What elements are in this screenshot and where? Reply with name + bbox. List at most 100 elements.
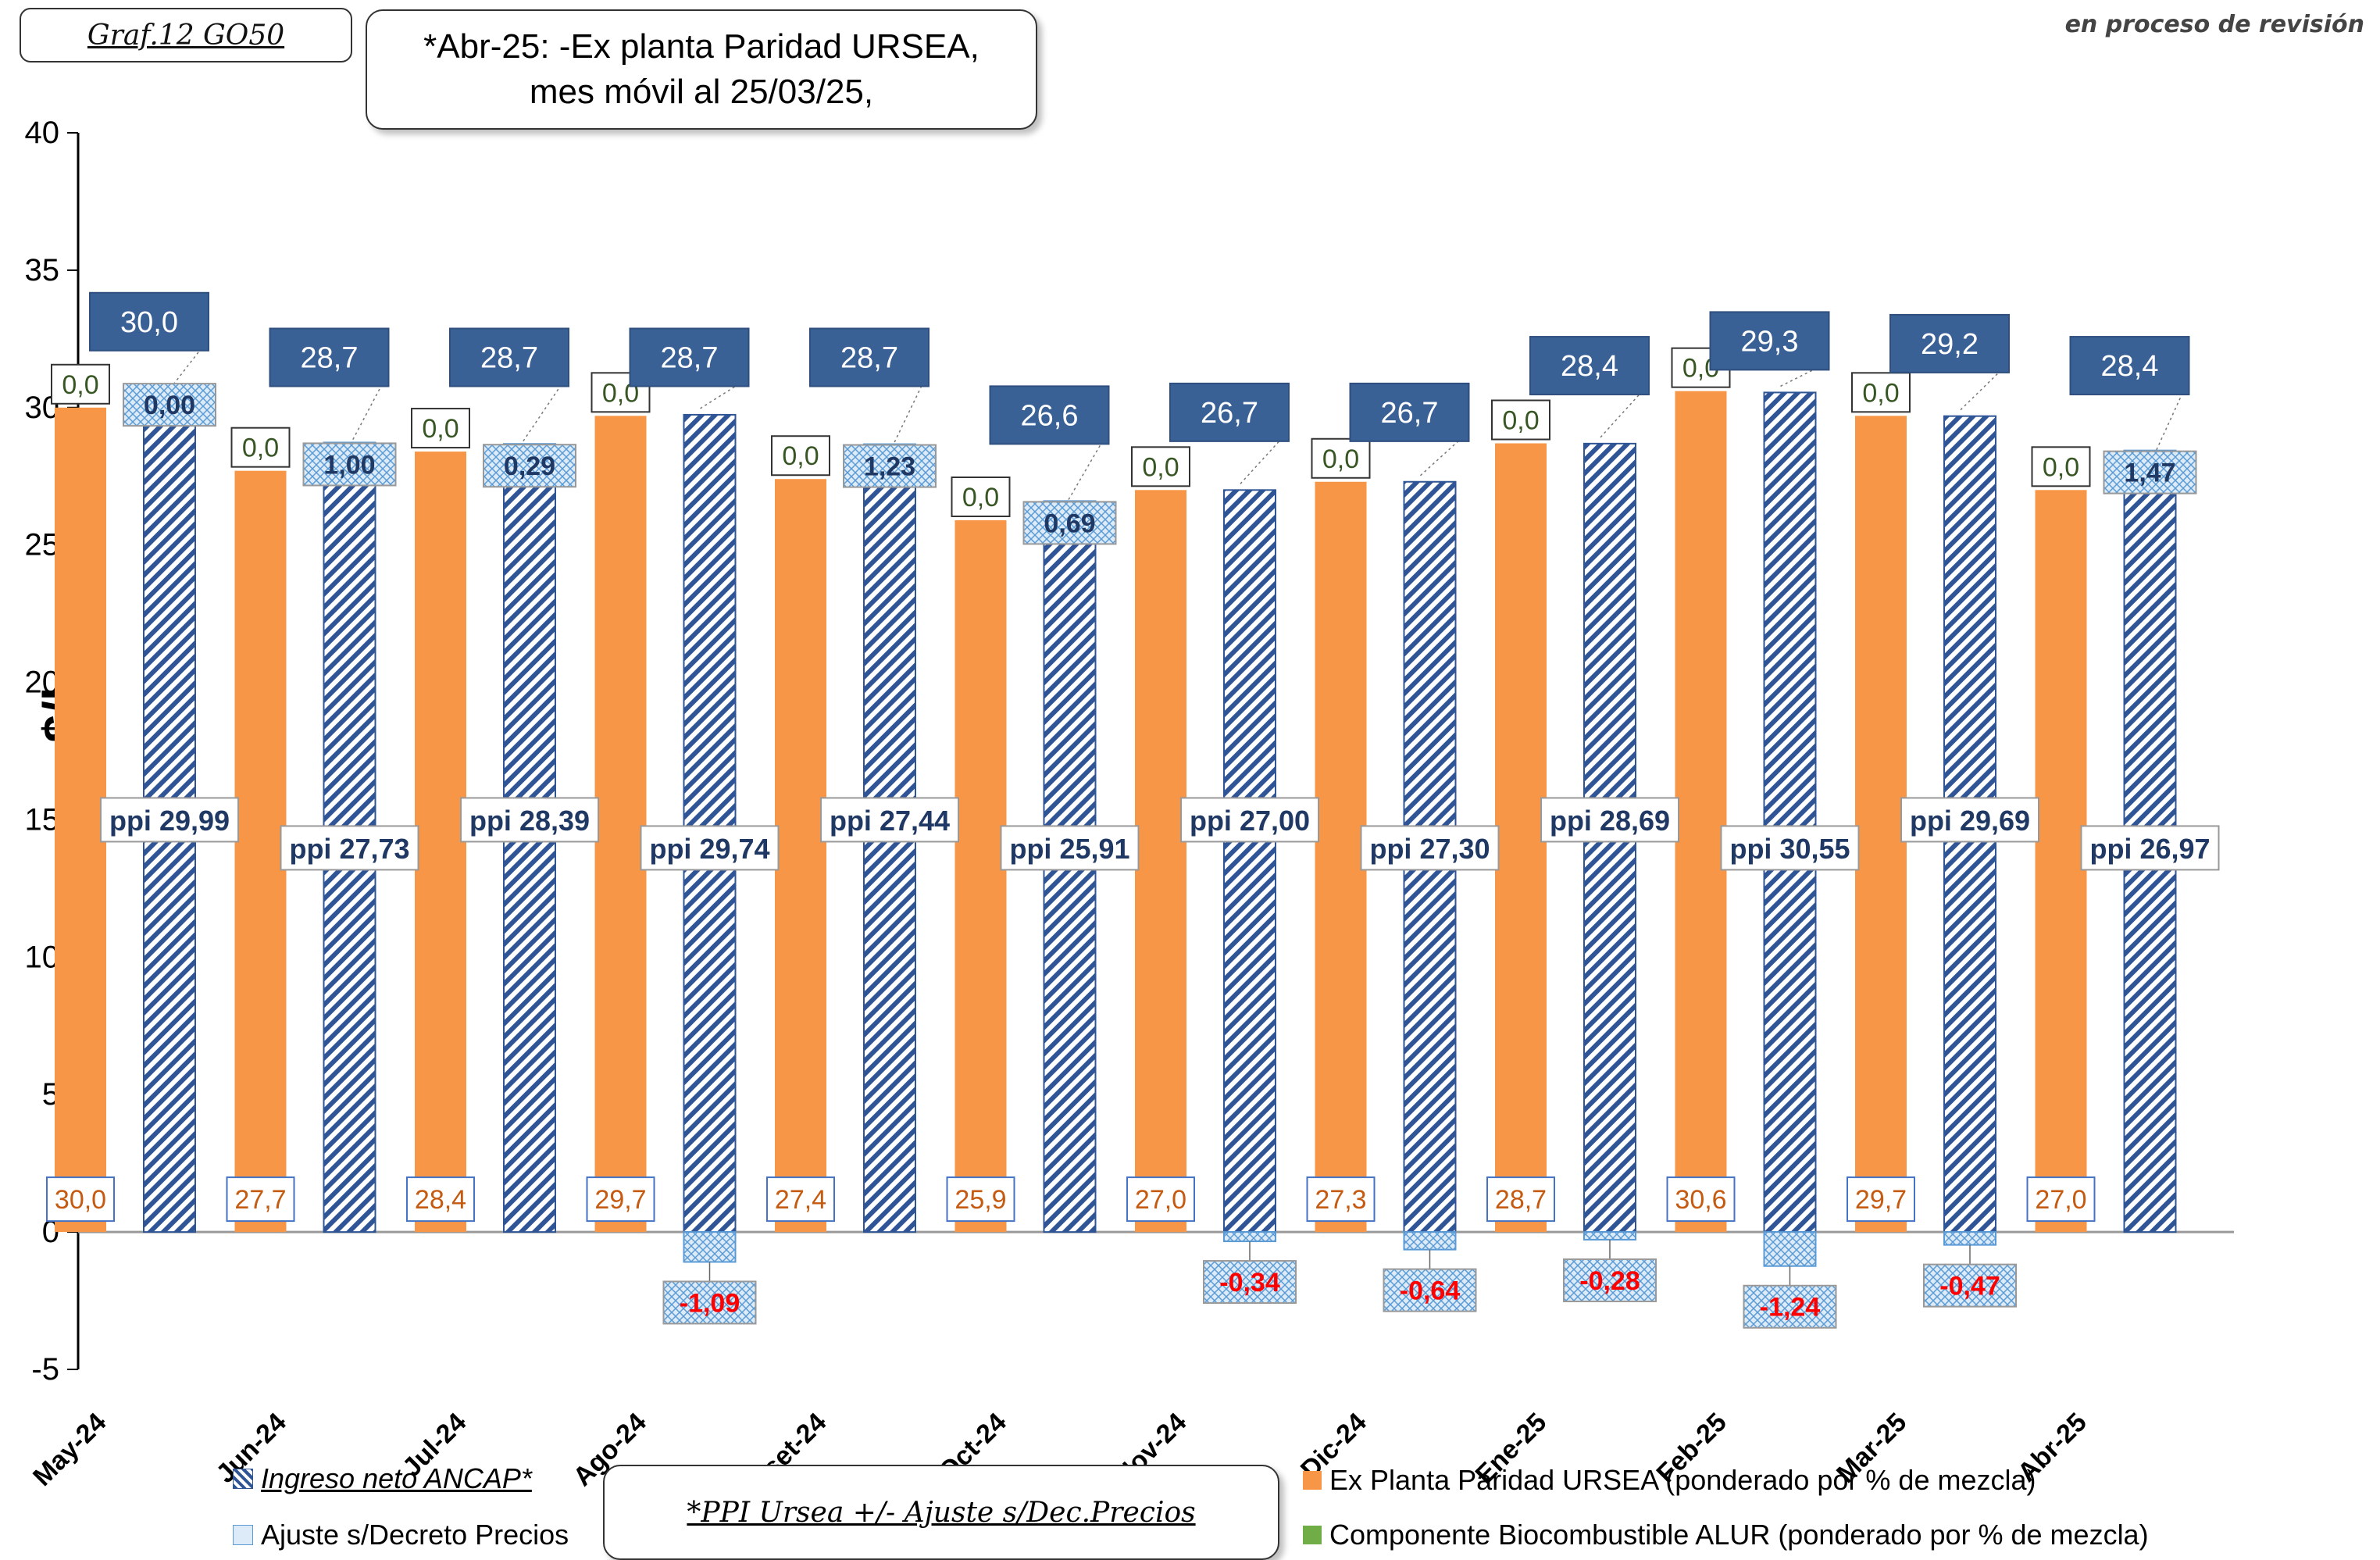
svg-text:0,0: 0,0: [1502, 406, 1539, 436]
ingreso-ppi-label: ppi 28,69: [1540, 797, 1679, 843]
svg-text:29,7: 29,7: [1855, 1185, 1907, 1215]
svg-text:ppi 30,55: ppi 30,55: [1729, 833, 1850, 865]
y-tick-label: 15: [25, 802, 60, 837]
y-tick-label: -5: [31, 1352, 59, 1387]
x-tick-label: May-24: [27, 1408, 112, 1492]
ajuste-value-label: -0,34: [1203, 1260, 1297, 1305]
methodology-note-line2: mes móvil al 25/03/25,: [529, 73, 874, 111]
revision-status-note: en proceso de revisión: [2064, 11, 2364, 38]
svg-text:28,7: 28,7: [661, 342, 719, 375]
svg-text:1,23: 1,23: [864, 452, 915, 482]
svg-text:ppi 29,99: ppi 29,99: [109, 805, 230, 837]
legend-label-biocombustible: Componente Biocombustible ALUR (ponderad…: [1329, 1519, 2149, 1551]
svg-text:0,0: 0,0: [1322, 444, 1359, 474]
bar-ex-planta: [594, 416, 647, 1233]
ingreso-ppi-label: ppi 29,69: [1900, 797, 2039, 843]
ajuste-value-label: -1,24: [1743, 1284, 1837, 1329]
bar-ajuste: [1403, 1231, 1457, 1251]
svg-text:0,0: 0,0: [1862, 378, 1899, 408]
bar-ex-planta: [415, 452, 466, 1233]
bar-ingreso-neto: [1223, 489, 1276, 1233]
svg-text:27,3: 27,3: [1315, 1185, 1366, 1215]
ingreso-ppi-label: ppi 27,73: [280, 825, 419, 871]
ajuste-value-label: 0,69: [1022, 501, 1117, 545]
svg-text:0,0: 0,0: [2043, 452, 2079, 482]
bar-ingreso-neto: [683, 413, 737, 1233]
ex-planta-value-label: 30,6: [1666, 1176, 1736, 1223]
biocombustible-value-label: 0,0: [1311, 437, 1371, 479]
legend-swatch-ingreso: [233, 1469, 253, 1489]
bar-ajuste: [1583, 1231, 1636, 1241]
svg-text:1,47: 1,47: [2124, 459, 2175, 488]
ajuste-value-label: 1,00: [302, 442, 397, 487]
bar-ajuste: [1943, 1231, 1996, 1246]
total-value-label: 26,6: [989, 385, 1110, 445]
ex-planta-value-label: 29,7: [586, 1176, 655, 1223]
ingreso-ppi-label: ppi 27,44: [820, 797, 959, 843]
svg-text:ppi 25,91: ppi 25,91: [1009, 833, 1129, 865]
ingreso-ppi-label: ppi 27,30: [1360, 825, 1500, 871]
svg-text:0,0: 0,0: [962, 483, 999, 512]
svg-text:ppi 27,44: ppi 27,44: [830, 805, 950, 837]
svg-text:27,0: 27,0: [2035, 1185, 2086, 1215]
total-value-label: 30,0: [89, 291, 209, 352]
bar-ex-planta: [954, 520, 1007, 1233]
svg-text:28,4: 28,4: [1561, 350, 1618, 383]
total-value-label: 29,3: [1709, 311, 1830, 371]
svg-text:28,4: 28,4: [2101, 350, 2159, 383]
svg-text:0,29: 0,29: [504, 452, 555, 481]
svg-text:28,7: 28,7: [1495, 1185, 1547, 1215]
total-leader-line: [519, 380, 565, 446]
y-tick-label: 40: [25, 116, 60, 150]
svg-text:0,00: 0,00: [144, 391, 195, 420]
total-value-label: 26,7: [1169, 382, 1290, 442]
svg-text:ppi 26,97: ppi 26,97: [2089, 833, 2210, 865]
legend-swatch-biocombustible: [1303, 1526, 1322, 1544]
methodology-note: *Abr-25: -Ex planta Paridad URSEA, mes m…: [366, 9, 1037, 130]
total-leader-line: [1240, 435, 1285, 484]
svg-text:28,7: 28,7: [840, 342, 898, 375]
svg-text:ppi 29,74: ppi 29,74: [649, 833, 769, 865]
y-tick-label: 10: [25, 940, 60, 974]
svg-text:27,0: 27,0: [1135, 1185, 1186, 1215]
ajuste-value-label: 1,23: [843, 444, 937, 488]
svg-text:27,7: 27,7: [234, 1185, 286, 1215]
legend-label-ex-planta: Ex Planta Paridad URSEA (ponderado por %…: [1329, 1464, 2036, 1496]
ex-planta-value-label: 27,4: [766, 1176, 835, 1223]
chart-id-tag: Graf.12 GO50: [20, 8, 352, 62]
biocombustible-value-label: 0,0: [951, 477, 1011, 518]
ingreso-ppi-label: ppi 28,39: [460, 797, 599, 843]
ingreso-ppi-label: ppi 30,55: [1720, 825, 1860, 871]
ex-planta-value-label: 25,9: [946, 1176, 1015, 1223]
total-value-label: 28,7: [449, 327, 569, 387]
y-tick-label: 25: [25, 528, 60, 562]
biocombustible-value-label: 0,0: [411, 408, 470, 449]
svg-text:-0,34: -0,34: [1219, 1268, 1280, 1298]
total-value-label: 28,7: [809, 327, 930, 387]
total-value-label: 28,7: [269, 327, 390, 387]
legend-swatch-ajuste: [233, 1525, 253, 1545]
total-leader-line: [1960, 366, 2005, 411]
ingreso-ppi-label: ppi 27,00: [1180, 797, 1319, 843]
total-value-label: 29,2: [1889, 313, 2010, 373]
bar-ex-planta: [1495, 443, 1547, 1233]
total-leader-line: [339, 380, 385, 464]
bar-ingreso-neto: [1043, 519, 1097, 1233]
svg-text:30,6: 30,6: [1675, 1185, 1726, 1215]
svg-text:28,4: 28,4: [415, 1185, 466, 1215]
ingreso-ppi-label: ppi 25,91: [1000, 825, 1140, 871]
svg-text:0,0: 0,0: [422, 414, 459, 444]
total-value-label: 26,7: [1349, 382, 1470, 442]
bar-ex-planta: [55, 407, 106, 1233]
ex-planta-value-label: 28,7: [1486, 1176, 1555, 1223]
bar-ingreso-neto: [863, 477, 916, 1233]
ex-planta-value-label: 30,0: [46, 1176, 115, 1223]
svg-text:-1,09: -1,09: [680, 1288, 740, 1318]
svg-text:-0,47: -0,47: [1939, 1272, 2000, 1301]
ajuste-value-label: -0,64: [1383, 1268, 1477, 1312]
ajuste-value-label: 0,00: [123, 383, 216, 427]
svg-text:29,3: 29,3: [1741, 325, 1799, 358]
svg-text:29,2: 29,2: [1921, 328, 1979, 361]
biocombustible-value-label: 0,0: [51, 363, 110, 405]
bar-ex-planta: [1855, 416, 1907, 1233]
